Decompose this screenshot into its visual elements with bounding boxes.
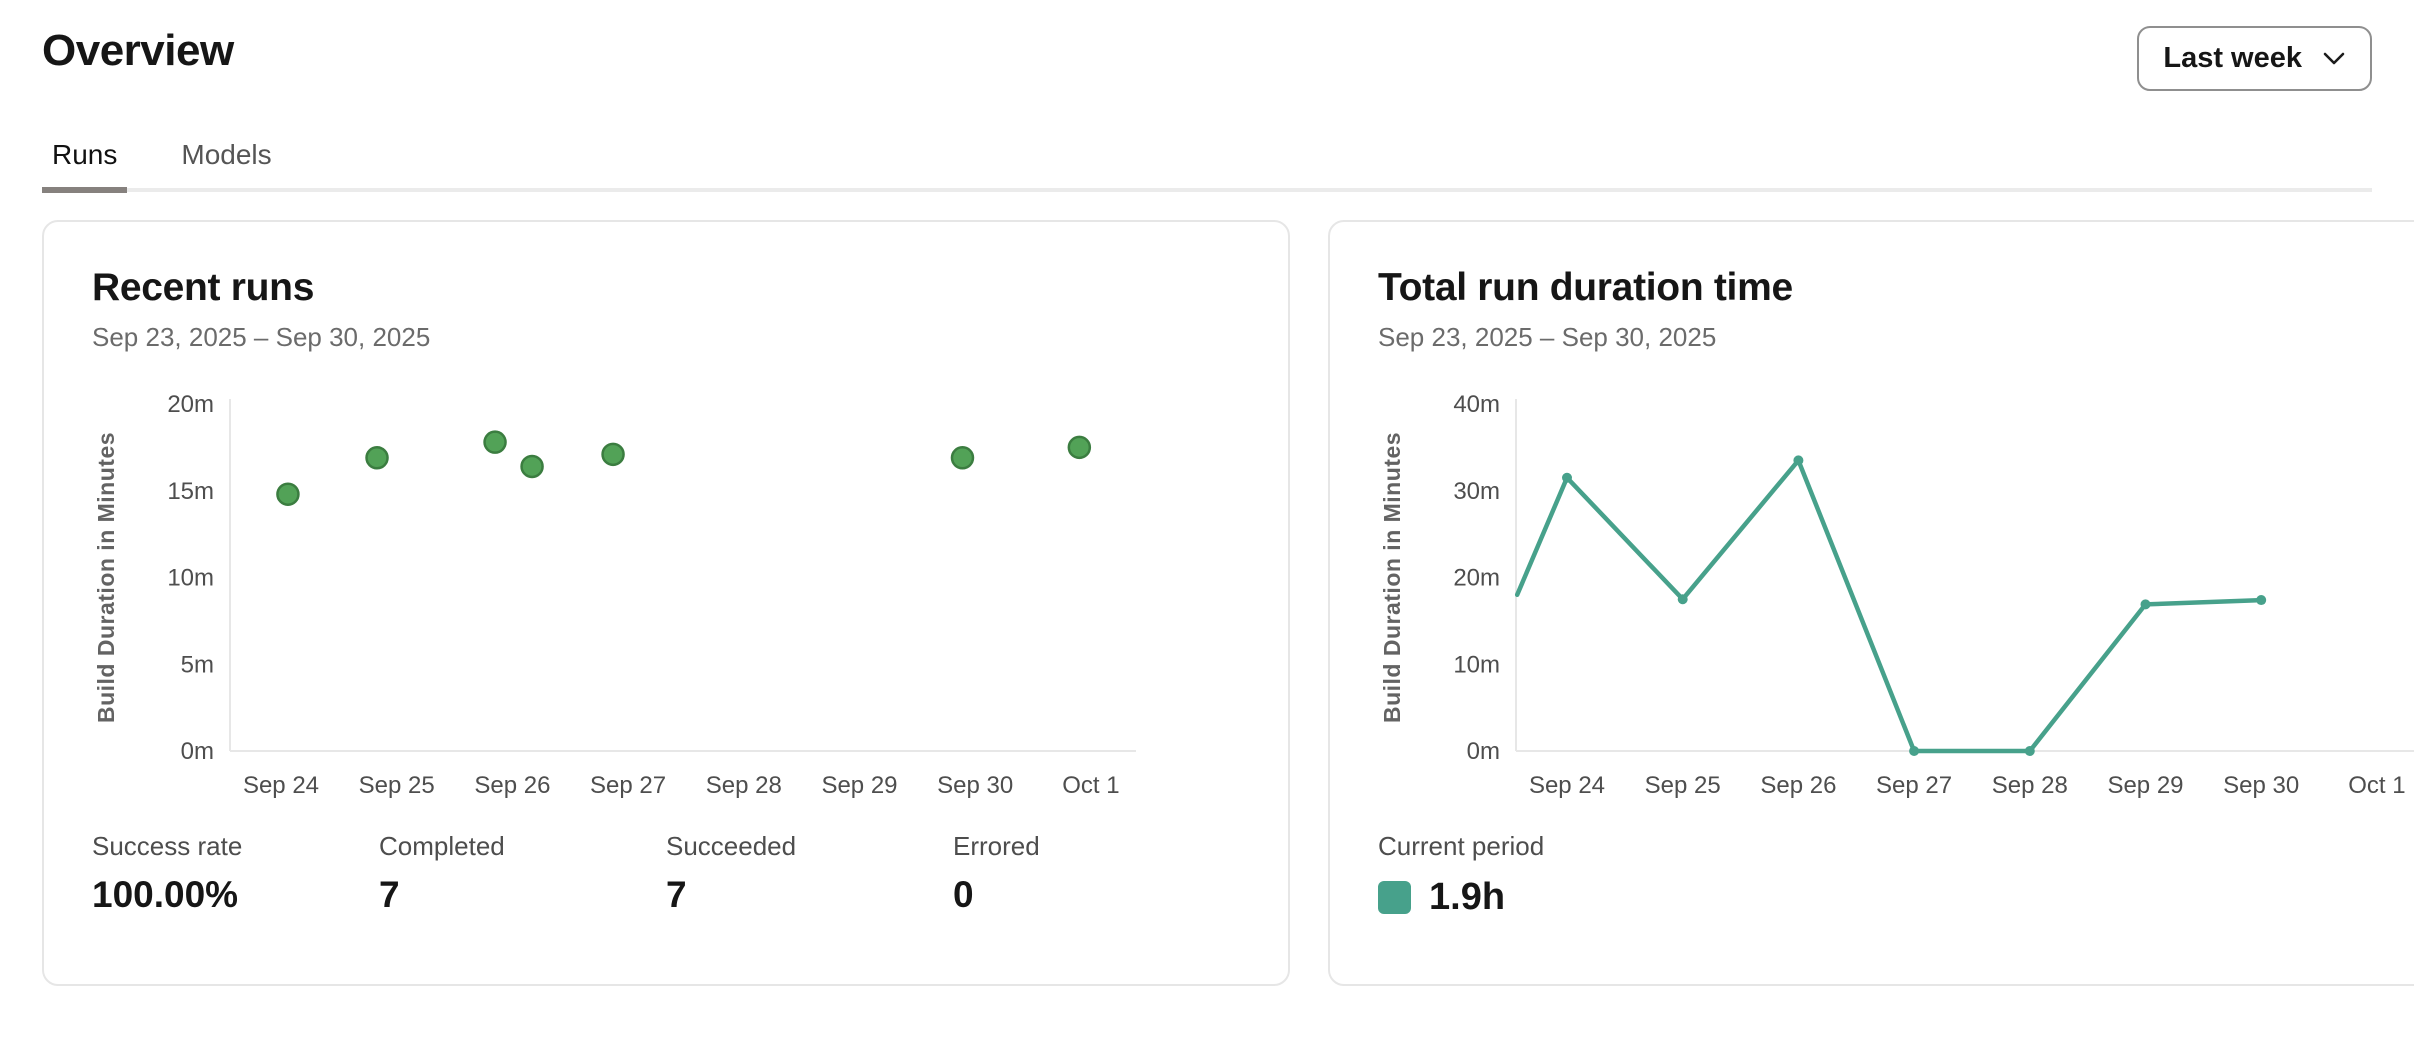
line-vertex-dot [1793, 455, 1804, 466]
y-tick-label: 40m [1453, 391, 1500, 418]
x-tick-label: Sep 29 [821, 772, 897, 799]
legend-value: 1.9h [1429, 876, 1506, 918]
line-vertex-dot [1909, 746, 1920, 756]
current-period-swatch [1378, 881, 1411, 914]
x-tick-label: Oct 1 [2348, 772, 2405, 799]
stat-value: 0 [953, 874, 974, 915]
date-range: Sep 23, 2025 – Sep 30, 2025 [1378, 322, 1717, 352]
stat-completed: Completed 7 [379, 831, 666, 916]
run-data-point [276, 482, 300, 506]
x-tick-label: Sep 27 [1876, 772, 1952, 799]
run-stats: Success rate 100.00% Completed 7 Succeed… [92, 831, 1240, 916]
card-title: Total run duration time [1378, 266, 1793, 309]
x-tick-label: Sep 24 [1529, 772, 1605, 799]
y-tick-label: 20m [1453, 565, 1500, 592]
y-axis-title: Build Duration in Minutes [1379, 432, 1405, 723]
run-data-point [950, 446, 975, 470]
y-tick-label: 5m [181, 651, 214, 678]
recent-runs-card: Recent runs Sep 23, 2025 – Sep 30, 2025 … [42, 220, 1290, 986]
line-vertex-dot [1677, 594, 1688, 605]
x-tick-label: Sep 25 [359, 772, 435, 799]
period-selector-label: Last week [2163, 42, 2302, 74]
x-tick-label: Sep 30 [937, 772, 1013, 799]
overview-page: Overview Last week Runs Models Recent ru… [42, 26, 2414, 986]
line-vertex-dot [2256, 595, 2267, 606]
x-tick-label: Sep 28 [1992, 772, 2068, 799]
period-selector[interactable]: Last week [2137, 26, 2372, 91]
y-axis-title: Build Duration in Minutes [93, 432, 119, 723]
date-range: Sep 23, 2025 – Sep 30, 2025 [92, 322, 431, 352]
tab-bar: Runs Models [42, 139, 2372, 193]
run-data-point [1067, 435, 1092, 460]
y-tick-label: 0m [181, 738, 214, 765]
stat-value: 7 [666, 874, 687, 915]
chevron-down-icon [2322, 51, 2346, 67]
line-vertex-dot [2024, 746, 2035, 756]
total-run-duration-card: Total run duration time Sep 23, 2025 – S… [1328, 220, 2414, 986]
x-tick-label: Sep 24 [243, 772, 319, 799]
stat-succeeded: Succeeded 7 [666, 831, 953, 916]
run-data-point [483, 430, 507, 454]
legend-row: 1.9h [1378, 876, 2414, 919]
x-tick-label: Sep 25 [1645, 772, 1721, 799]
duration-line [1514, 458, 2264, 754]
run-data-point [365, 446, 389, 470]
legend-label: Current period [1378, 831, 1545, 861]
y-tick-label: 0m [1467, 738, 1500, 765]
x-tick-label: Oct 1 [1062, 772, 1119, 799]
recent-runs-scatter-chart[interactable]: 0m 5m 10m 15m 20m Sep 24 Sep 25 Sep 26 Sep 27 Sep… [92, 387, 1144, 807]
y-tick-label: 20m [167, 391, 214, 418]
x-tick-label: Sep 29 [2107, 772, 2183, 799]
run-data-point [520, 454, 544, 479]
page-title: Overview [42, 26, 234, 75]
stat-value: 7 [379, 874, 400, 915]
x-tick-label: Sep 26 [1760, 772, 1836, 799]
line-series [1514, 455, 2267, 756]
stat-value: 100.00% [92, 874, 239, 915]
x-tick-label: Sep 28 [706, 772, 782, 799]
stat-label: Succeeded [666, 831, 797, 861]
stat-label: Completed [379, 831, 505, 861]
y-tick-label: 10m [1453, 651, 1500, 678]
cards-row: Recent runs Sep 23, 2025 – Sep 30, 2025 … [42, 220, 2414, 986]
x-tick-label: Sep 27 [590, 772, 666, 799]
chart-legend: Current period 1.9h [1378, 831, 2414, 919]
tab-models[interactable]: Models [181, 139, 272, 170]
y-tick-label: 10m [167, 565, 214, 592]
x-tick-label: Sep 26 [474, 772, 550, 799]
x-tick-label: Sep 30 [2223, 772, 2299, 799]
tab-runs[interactable]: Runs [42, 139, 128, 193]
stat-success-rate: Success rate 100.00% [92, 831, 379, 916]
total-run-duration-line-chart[interactable]: 0m 10m 20m 30m 40m Sep 24 Sep 25 Sep 26 Sep 27 Se… [1378, 387, 2414, 807]
stat-errored: Errored 0 [953, 831, 1240, 916]
y-tick-label: 15m [167, 478, 214, 505]
scatter-series [276, 430, 1092, 506]
y-tick-label: 30m [1453, 478, 1500, 505]
stat-label: Success rate [92, 831, 243, 861]
card-title: Recent runs [92, 266, 315, 309]
line-vertex-dot [1562, 472, 1572, 483]
stat-label: Errored [953, 831, 1040, 861]
line-vertex-dot [2140, 599, 2151, 610]
run-data-point [601, 442, 625, 467]
page-header: Overview Last week [42, 26, 2372, 91]
